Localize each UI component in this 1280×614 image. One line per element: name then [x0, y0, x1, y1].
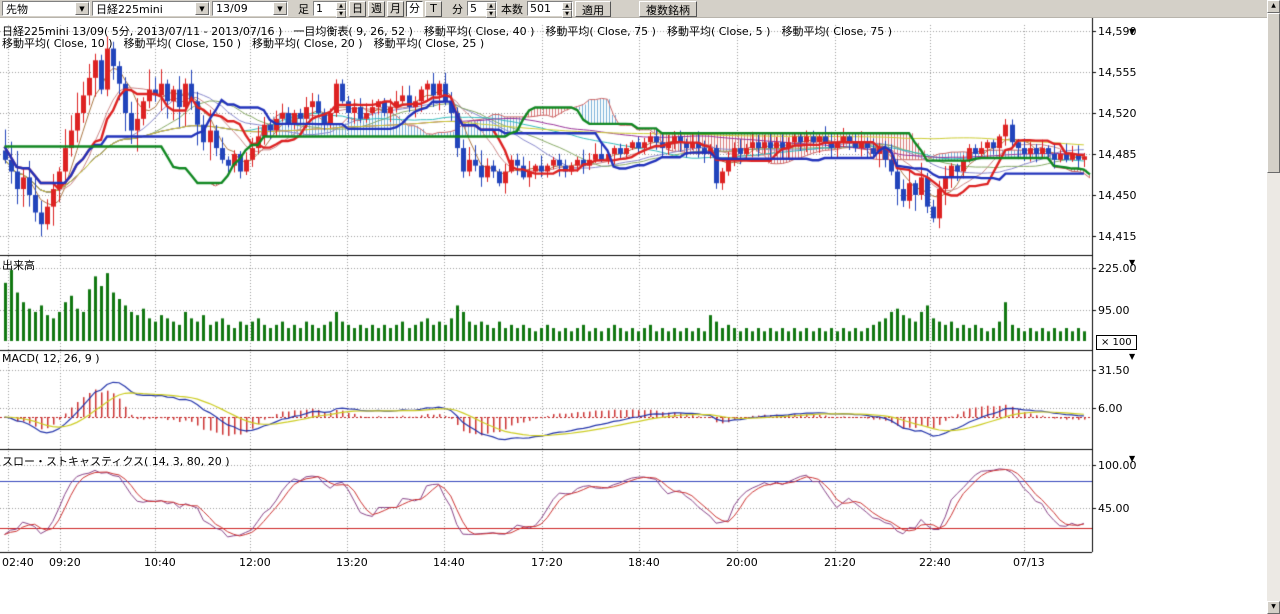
period-button-monthly[interactable]: 月 [387, 1, 404, 17]
chart-application-window: 先物 ▼ 日経225mini ▼ 13/09 ▼ 足 1 ▲▼ 日 週 月 分 … [0, 0, 1280, 614]
price-axis-label: 14,520 [1098, 107, 1137, 120]
symbol-value: 日経225mini [93, 1, 195, 17]
bar-count-value: 1 [314, 2, 336, 15]
period-button-daily[interactable]: 日 [349, 1, 366, 17]
instrument-type-value: 先物 [3, 1, 75, 17]
macd-panel-dropdown-icon[interactable]: ▼ [1129, 352, 1135, 361]
minute-interval-value: 5 [468, 2, 486, 15]
scroll-up-icon[interactable]: ▲ [1267, 0, 1280, 13]
time-axis-label: 14:40 [433, 556, 465, 569]
time-axis-label: 10:40 [144, 556, 176, 569]
indicator-legend: 移動平均( Close, 10 ) 移動平均( Close, 150 ) 移動平… [2, 35, 484, 51]
minute-interval-stepper[interactable]: 5 ▲▼ [467, 1, 497, 16]
time-axis-label: 21:20 [824, 556, 856, 569]
price-axis-label: 14,555 [1098, 66, 1137, 79]
time-axis-label: 22:40 [919, 556, 951, 569]
minute-label: 分 [450, 1, 465, 17]
volume-axis-label: 225.00 [1098, 262, 1137, 275]
time-axis-label: 12:00 [239, 556, 271, 569]
time-axis-label: 13:20 [336, 556, 368, 569]
macd-axis-label: 31.50 [1098, 364, 1130, 377]
time-axis-label: 17:20 [531, 556, 563, 569]
price-axis-label: 14,485 [1098, 148, 1137, 161]
chart-region: 日経225mini 13/09( 5分, 2013/07/11 - 2013/0… [0, 18, 1267, 614]
price-axis-label: 14,450 [1098, 189, 1137, 202]
symbol-select[interactable]: 日経225mini ▼ [92, 1, 210, 16]
dropdown-arrow-icon[interactable]: ▼ [195, 2, 209, 15]
toolbar: 先物 ▼ 日経225mini ▼ 13/09 ▼ 足 1 ▲▼ 日 週 月 分 … [0, 0, 1267, 18]
volume-panel-label: 出来高 [2, 257, 35, 273]
bar-type-label: 足 [296, 1, 311, 17]
apply-button[interactable]: 適用 [575, 1, 611, 17]
stoch-axis-label: 45.00 [1098, 502, 1130, 515]
bars-count-stepper[interactable]: 501 ▲▼ [527, 1, 573, 16]
bars-count-value: 501 [528, 2, 562, 15]
stoch-axis-label: 100.00 [1098, 459, 1137, 472]
stepper-arrows-icon[interactable]: ▲▼ [486, 2, 496, 15]
volume-axis-label: 95.00 [1098, 304, 1130, 317]
bar-count-stepper[interactable]: 1 ▲▼ [313, 1, 347, 16]
time-axis-label: 20:00 [726, 556, 758, 569]
scrollbar-thumb[interactable] [1267, 13, 1280, 173]
stepper-arrows-icon[interactable]: ▲▼ [562, 2, 572, 15]
period-button-weekly[interactable]: 週 [368, 1, 385, 17]
price-axis-label: 14,415 [1098, 230, 1137, 243]
period-button-minute[interactable]: 分 [406, 1, 423, 17]
vertical-scrollbar[interactable]: ▲ ▼ [1267, 0, 1280, 614]
macd-axis-label: 6.00 [1098, 402, 1123, 415]
time-axis-label: 09:20 [49, 556, 81, 569]
price-axis-label: 14,590 [1098, 25, 1137, 38]
contract-month-value: 13/09 [213, 2, 273, 15]
dropdown-arrow-icon[interactable]: ▼ [273, 2, 287, 15]
macd-panel-label: MACD( 12, 26, 9 ) [2, 352, 100, 365]
bars-count-label: 本数 [499, 1, 525, 17]
period-button-tick[interactable]: T [425, 1, 442, 17]
contract-month-select[interactable]: 13/09 ▼ [212, 1, 288, 16]
stoch-panel-label: スロー・ストキャスティクス( 14, 3, 80, 20 ) [2, 453, 230, 469]
time-axis-label: 18:40 [628, 556, 660, 569]
time-axis-label: 02:40 [2, 556, 34, 569]
dropdown-arrow-icon[interactable]: ▼ [75, 2, 89, 15]
time-axis-label: 07/13 [1013, 556, 1045, 569]
multi-symbol-button[interactable]: 複数銘柄 [639, 1, 697, 17]
scroll-down-icon[interactable]: ▼ [1267, 601, 1280, 614]
stepper-arrows-icon[interactable]: ▲▼ [336, 2, 346, 15]
chart-canvas[interactable] [0, 18, 1267, 614]
volume-multiplier-badge: × 100 [1096, 335, 1137, 350]
instrument-type-select[interactable]: 先物 ▼ [2, 1, 90, 16]
